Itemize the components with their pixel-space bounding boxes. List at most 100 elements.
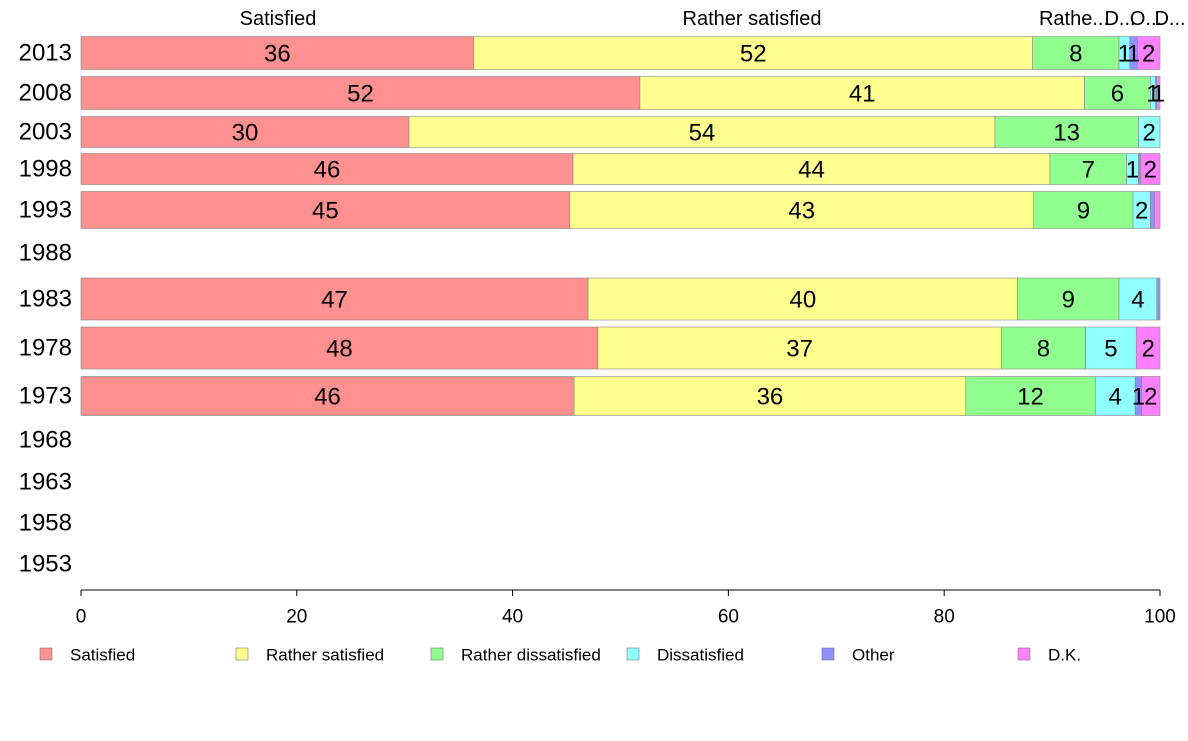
data-label: 4	[1109, 384, 1122, 411]
bar-segment	[1118, 277, 1158, 321]
top-series-label: O...	[1130, 8, 1162, 30]
bar-segment	[1001, 326, 1086, 370]
legend-label: Satisfied	[70, 646, 135, 665]
y-tick-label: 1988	[19, 240, 72, 267]
data-label: 1	[1127, 41, 1140, 68]
data-label: 1	[1146, 81, 1159, 108]
bar-segment	[1017, 277, 1120, 321]
data-label: 44	[798, 157, 825, 184]
x-axis: 0 20 40 60 80 100	[76, 589, 1176, 628]
top-series-label: Rathe...	[1039, 8, 1109, 30]
bar-segment	[1094, 376, 1136, 416]
data-label: 13	[1053, 120, 1080, 147]
bars-layer	[80, 36, 1161, 416]
x-tick-label: 100	[1144, 607, 1176, 628]
top-series-labels: Satisfied Rather satisfied Rathe... D...O..…	[240, 8, 1186, 30]
y-tick-label: 1973	[19, 383, 72, 410]
bar-segment	[1156, 76, 1161, 110]
legend-label: Rather dissatisfied	[461, 646, 601, 665]
top-series-label: Satisfied	[240, 8, 317, 30]
bar-segment	[80, 376, 575, 416]
bar-segment	[639, 76, 1085, 110]
bar-segment	[1156, 277, 1161, 321]
data-label: 47	[321, 287, 348, 314]
bar-segment	[1032, 36, 1120, 70]
top-series-label: D...	[1154, 8, 1185, 30]
data-label: 5	[1104, 336, 1117, 363]
data-label: 2	[1135, 198, 1148, 225]
data-label: 2	[1143, 120, 1156, 147]
legend-label: D.K.	[1048, 646, 1081, 665]
legend-label: Dissatisfied	[657, 646, 744, 665]
x-tick-label: 60	[718, 607, 739, 628]
bar-segment	[1154, 191, 1161, 229]
y-axis-labels: 2013 2008 2003 1998 1993 1988 1983 1978 1973 1968…	[19, 40, 72, 578]
bar-segment	[587, 277, 1018, 321]
legend-swatch	[821, 647, 835, 661]
y-tick-label: 1993	[19, 197, 72, 224]
bar-segment	[1033, 191, 1134, 229]
data-label: 46	[314, 384, 341, 411]
x-tick-label: 20	[286, 607, 307, 628]
data-label: 1	[1132, 384, 1145, 411]
bar-segment	[597, 326, 1002, 370]
y-tick-label: 1953	[19, 551, 72, 578]
data-label: 9	[1077, 198, 1090, 225]
legend-swatch	[39, 647, 53, 661]
data-label: 45	[312, 198, 339, 225]
data-label: 40	[789, 287, 816, 314]
bar-segment	[569, 191, 1035, 229]
data-label: 1	[1118, 41, 1131, 68]
data-label: 48	[326, 336, 353, 363]
data-label: 52	[347, 81, 374, 108]
top-series-label: Rather satisfied	[683, 8, 822, 30]
bar-segment	[80, 116, 410, 148]
data-label: 43	[788, 198, 815, 225]
legend-label: Other	[852, 646, 895, 665]
data-label: 2	[1142, 41, 1155, 68]
bar-segment	[1049, 153, 1127, 185]
bar-segment	[1137, 36, 1161, 70]
data-label: 41	[849, 81, 876, 108]
x-tick-label: 0	[76, 607, 87, 628]
data-label: 1	[1152, 81, 1165, 108]
bar-segment	[80, 277, 589, 321]
data-label: 7	[1082, 157, 1095, 184]
y-tick-label: 1968	[19, 427, 72, 454]
bar-segment	[1141, 376, 1161, 416]
y-tick-label: 2003	[19, 119, 72, 146]
legend-swatch	[430, 647, 444, 661]
bar-segment	[1140, 153, 1161, 185]
legend-swatch	[235, 647, 249, 661]
data-label: 2	[1144, 157, 1157, 184]
legend-swatch	[1017, 647, 1031, 661]
data-label: 8	[1037, 336, 1050, 363]
y-tick-label: 1958	[19, 510, 72, 537]
legend-label: Rather satisfied	[266, 646, 384, 665]
data-label: 4	[1131, 287, 1144, 314]
data-label: 12	[1017, 384, 1044, 411]
data-label: 8	[1069, 41, 1082, 68]
data-label: 1	[1126, 157, 1139, 184]
data-label: 30	[232, 120, 259, 147]
data-label: 6	[1111, 81, 1124, 108]
bar-segment	[1084, 76, 1151, 110]
bar-segment	[80, 191, 571, 229]
data-label: 54	[689, 120, 716, 147]
y-tick-label: 2013	[19, 40, 72, 67]
x-tick-label: 40	[502, 607, 523, 628]
x-tick-label: 80	[934, 607, 955, 628]
data-label: 2	[1144, 384, 1157, 411]
bar-segment	[1135, 326, 1161, 370]
y-tick-label: 1963	[19, 469, 72, 496]
bar-segment	[572, 153, 1051, 185]
data-label: 46	[314, 157, 341, 184]
bar-segment	[1138, 116, 1161, 148]
bar-segment	[408, 116, 996, 148]
data-label: 36	[264, 41, 291, 68]
bar-segment	[1149, 191, 1155, 229]
legend: Satisfied Rather satisfied Rather dissatis…	[39, 646, 1081, 665]
y-tick-label: 1983	[19, 286, 72, 313]
